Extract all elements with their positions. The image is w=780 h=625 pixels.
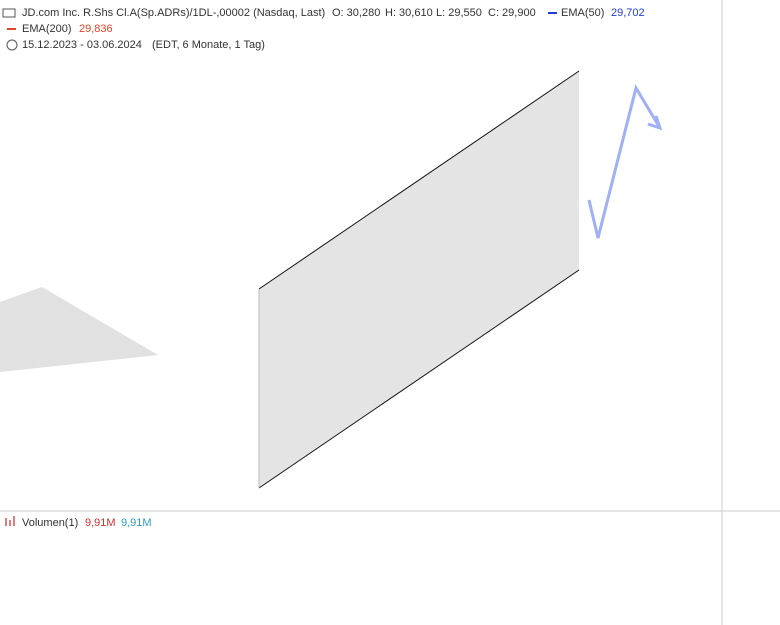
date-range: 15.12.2023 - 03.06.2024 <box>22 39 142 51</box>
channel-top <box>258 70 580 290</box>
volume-value: 9,91M <box>85 517 116 529</box>
arrow-head <box>647 115 663 131</box>
ohlc-low: L: 29,550 <box>436 7 482 19</box>
ohlc-open: O: 30,280 <box>332 7 380 19</box>
triangle-pattern <box>0 287 158 372</box>
vol-icon <box>5 518 7 526</box>
title: JD.com Inc. R.Shs Cl.A(Sp.ADRs)/1DL-,000… <box>22 7 325 19</box>
ema50-label: EMA(50) <box>561 7 604 19</box>
volume-value: 9,91M <box>121 517 152 529</box>
clock-icon <box>6 39 18 51</box>
vol-icon <box>9 520 11 526</box>
vol-icon <box>13 516 15 526</box>
ema200-value: 29,836 <box>79 23 113 35</box>
ema200-label: EMA(200) <box>22 23 72 35</box>
ema50-value: 29,702 <box>611 7 645 19</box>
ohlc-high: H: 30,610 <box>385 7 433 19</box>
ohlc-close: C: 29,900 <box>488 7 536 19</box>
projection-arrow <box>587 84 662 239</box>
icon <box>2 8 16 18</box>
volume-label: Volumen(1) <box>22 517 78 529</box>
range-note: (EDT, 6 Monate, 1 Tag) <box>152 39 265 51</box>
channel-bottom <box>258 269 580 489</box>
trend-channel <box>259 71 579 488</box>
